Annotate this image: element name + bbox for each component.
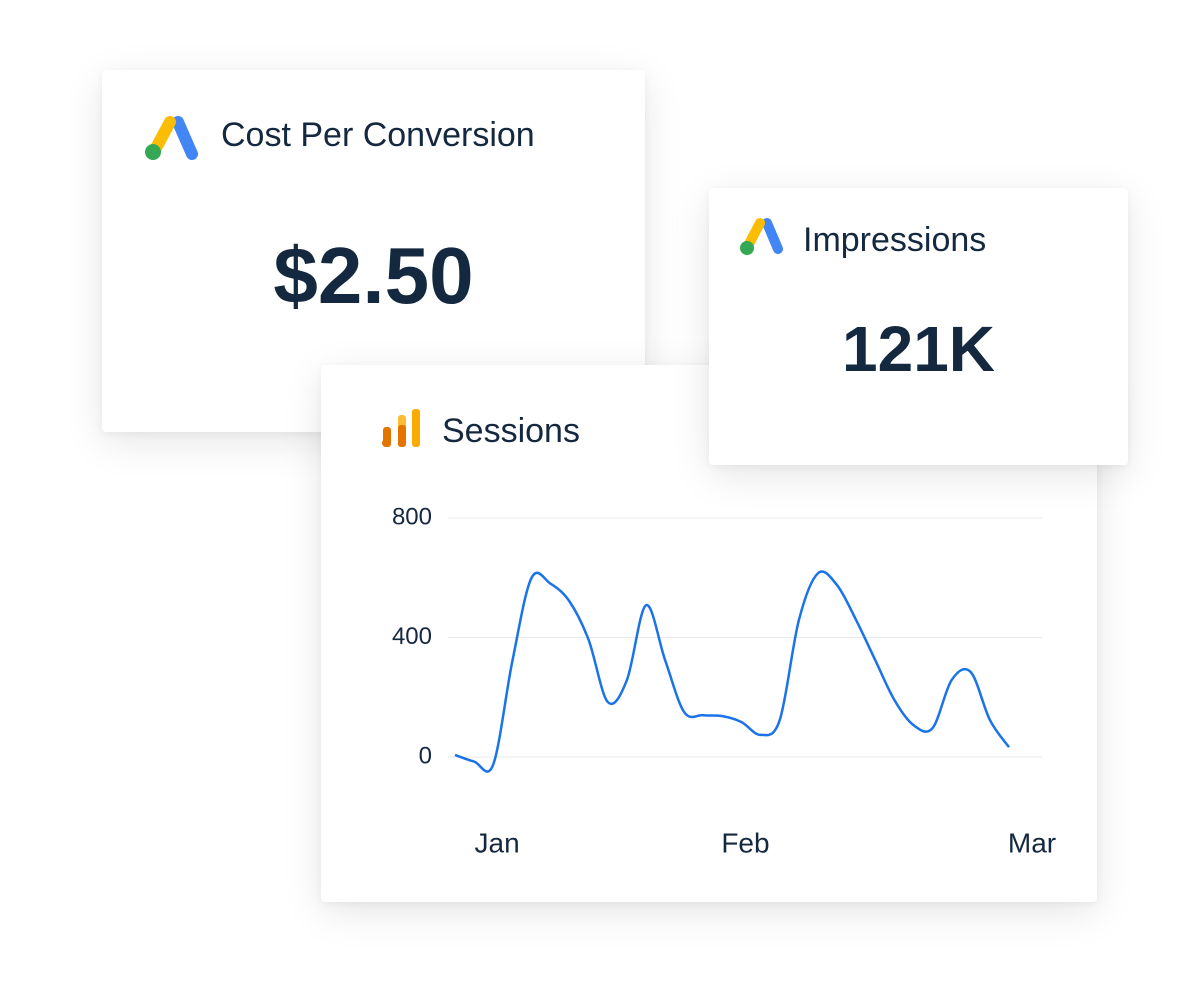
series-line: [454, 570, 1011, 773]
y-tick-label: 800: [392, 503, 432, 530]
ads-icon: [740, 218, 783, 255]
card-value: $2.50: [273, 231, 474, 320]
y-tick-label: 0: [419, 742, 432, 769]
chart: Sessions 0 400 800 Jan Feb Mar: [382, 409, 1056, 858]
x-tick-label: Jan: [475, 827, 520, 858]
card-value: 121K: [842, 313, 995, 385]
x-tick-label: Feb: [721, 827, 769, 858]
card-title: Cost Per Conversion: [221, 116, 535, 154]
y-tick-label: 400: [392, 623, 432, 650]
ads-icon: [145, 116, 198, 160]
x-tick-label: Mar: [1008, 827, 1056, 858]
chart-title: Sessions: [442, 412, 580, 450]
impressions-card: Impressions 121K: [709, 188, 1128, 465]
card-title: Impressions: [803, 221, 987, 259]
